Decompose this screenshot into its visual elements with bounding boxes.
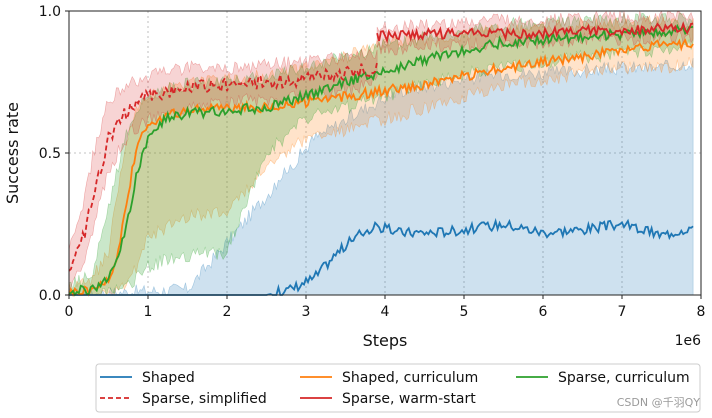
x-tick-label: 2 [223, 304, 232, 320]
y-axis-label: Success rate [3, 102, 22, 204]
y-axis-ticks: 0.0 0.5 1.0 [39, 4, 69, 304]
y-tick-label: 1.0 [39, 4, 61, 20]
x-tick-label: 4 [381, 304, 390, 320]
x-axis-multiplier: 1e6 [675, 333, 702, 349]
legend-label: Sparse, warm-start [342, 391, 476, 407]
x-tick-label: 0 [65, 304, 74, 320]
series-line [68, 23, 694, 297]
legend: Shaped Shaped, curriculum Sparse, curricul… [95, 363, 701, 413]
legend-frame [95, 363, 701, 413]
x-tick-label: 5 [460, 304, 469, 320]
y-tick-label: 0.0 [39, 288, 61, 304]
x-tick-label: 1 [144, 304, 153, 320]
x-tick-label: 7 [618, 304, 627, 320]
confidence-band [68, 12, 694, 297]
x-tick-label: 6 [539, 304, 548, 320]
watermark: CSDN @千羽QY [617, 396, 701, 409]
series-line [68, 62, 378, 272]
confidence-band [68, 48, 378, 291]
series-line [68, 38, 694, 297]
x-tick-label: 3 [302, 304, 311, 320]
confidence-bands [68, 10, 694, 297]
confidence-band [68, 14, 694, 296]
x-axis-label: Steps [363, 331, 408, 350]
x-tick-label: 8 [697, 304, 706, 320]
confidence-band [376, 10, 694, 56]
legend-label: Sparse, simplified [142, 391, 267, 407]
legend-label: Shaped, curriculum [342, 370, 478, 386]
x-axis-ticks: 0 1 2 3 4 5 6 7 8 [65, 295, 706, 320]
y-tick-label: 0.5 [39, 146, 61, 162]
series-line [376, 21, 694, 44]
legend-label: Sparse, curriculum [558, 370, 690, 386]
legend-label: Shaped [142, 370, 195, 386]
